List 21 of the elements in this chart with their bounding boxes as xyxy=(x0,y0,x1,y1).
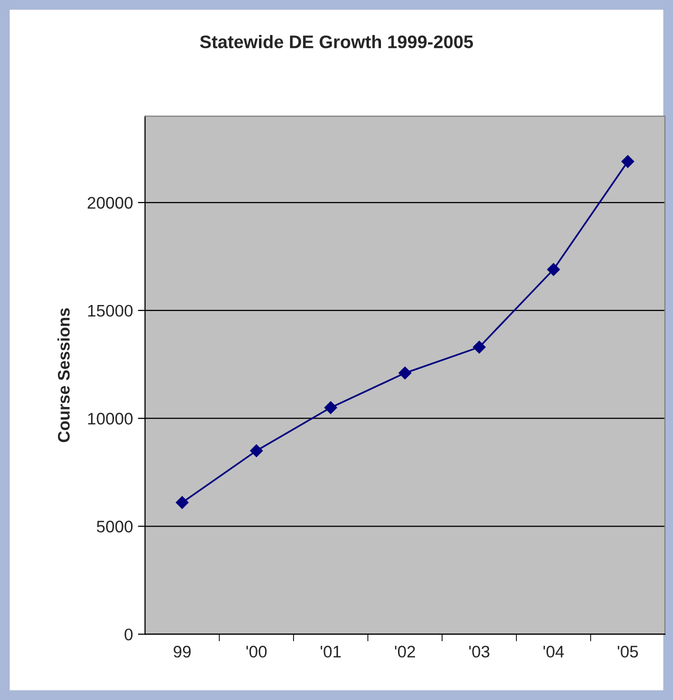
x-tick-label: 99 xyxy=(174,646,191,658)
point xyxy=(621,155,634,168)
x-tick-label: '02 xyxy=(394,646,415,658)
y-tick-label: 5000 xyxy=(96,520,133,532)
y-tick-label: 20000 xyxy=(88,196,133,209)
y-axis-title: Course Sessions xyxy=(57,308,70,442)
y-tick-label: 0 xyxy=(124,628,133,640)
x-tick-label: '03 xyxy=(469,646,490,658)
x-tick-label: '04 xyxy=(544,646,564,658)
x-tick-label: '00 xyxy=(246,646,267,658)
x-tick-label: '05 xyxy=(618,646,638,658)
y-tick-label: 10000 xyxy=(88,412,133,425)
point xyxy=(250,444,263,458)
point xyxy=(472,340,486,354)
point xyxy=(176,496,189,509)
point xyxy=(324,401,338,414)
chart-title: Statewide DE Growth 1999-2005 xyxy=(200,35,473,48)
point xyxy=(547,263,560,276)
y-tick-label: 15000 xyxy=(88,304,133,317)
x-tick-label: '01 xyxy=(320,646,341,658)
point xyxy=(398,366,412,380)
